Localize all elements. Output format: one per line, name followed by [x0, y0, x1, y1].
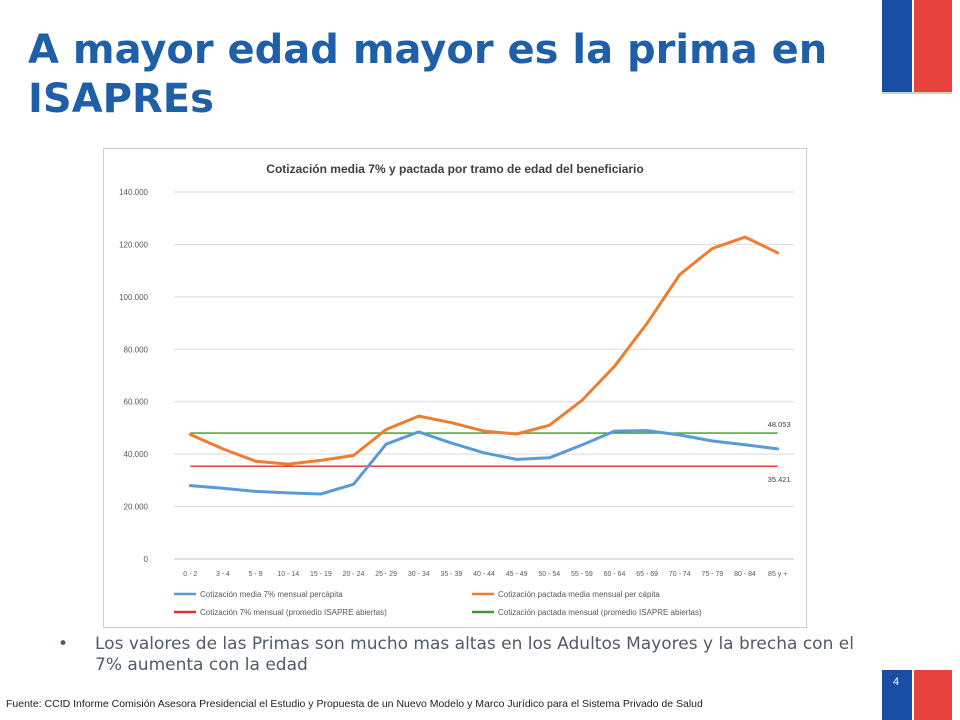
y-tick-label: 120.000 [119, 240, 148, 249]
data-point [483, 452, 485, 454]
legend-label: Cotización pactada media mensual per cáp… [498, 590, 660, 599]
constant-line-label: 48.053 [768, 420, 791, 429]
x-tick-label: 3 - 4 [216, 571, 230, 578]
data-point [352, 483, 355, 486]
data-point [515, 433, 518, 435]
data-point [450, 421, 453, 424]
chart-title: Cotización media 7% y pactada por tramo … [266, 162, 643, 176]
x-tick-label: 25 - 29 [375, 571, 397, 578]
y-tick-label: 0 [144, 555, 149, 564]
flag-blue-stripe [882, 670, 912, 720]
flag-blue-stripe [882, 0, 912, 92]
bullet-point-icon: • [58, 634, 69, 654]
data-point [744, 236, 746, 238]
x-tick-label: 40 - 44 [473, 571, 495, 578]
data-point [581, 399, 583, 402]
data-point [189, 433, 192, 436]
data-point [646, 322, 648, 324]
data-point [352, 454, 355, 457]
x-tick-label: 55 - 59 [571, 571, 593, 578]
data-point [287, 463, 290, 465]
flag-red-stripe [914, 0, 952, 92]
data-point [548, 457, 551, 459]
x-tick-label: 80 - 84 [734, 571, 756, 578]
data-point [678, 273, 681, 276]
y-tick-label: 140.000 [119, 188, 148, 197]
data-point [613, 365, 616, 368]
y-tick-label: 40.000 [124, 450, 149, 459]
x-tick-label: 35 - 39 [440, 571, 462, 578]
x-tick-label: 20 - 24 [343, 571, 365, 578]
data-point [776, 448, 779, 450]
data-point [776, 252, 779, 254]
page-number: 4 [893, 676, 900, 688]
x-tick-label: 75 - 79 [702, 571, 724, 578]
x-tick-label: 60 - 64 [604, 571, 626, 578]
legend-label: Cotización 7% mensual (promedio ISAPRE a… [200, 608, 387, 617]
data-point [711, 440, 714, 442]
x-tick-label: 45 - 49 [506, 571, 528, 578]
data-point [678, 434, 681, 436]
x-tick-label: 0 - 2 [183, 571, 197, 578]
data-point [254, 460, 257, 463]
data-point [744, 443, 746, 446]
data-point [222, 487, 224, 490]
data-point [320, 493, 322, 495]
data-point [385, 443, 387, 445]
data-point [646, 429, 648, 432]
legend-label: Cotización media 7% mensual percápita [200, 590, 343, 599]
source-footnote: Fuente: CCID Informe Comisión Asesora Pr… [6, 698, 703, 710]
data-point [287, 492, 290, 494]
data-point [417, 415, 420, 417]
data-point [548, 424, 551, 427]
y-tick-label: 80.000 [124, 345, 149, 354]
x-tick-label: 70 - 74 [669, 571, 691, 578]
line-chart: Cotización media 7% y pactada por tramo … [119, 162, 794, 617]
y-tick-label: 60.000 [124, 398, 149, 407]
series-line-1 [188, 235, 780, 466]
data-point [189, 484, 192, 487]
x-tick-label: 50 - 54 [538, 571, 560, 578]
flag-decoration-top [882, 0, 952, 94]
data-point [385, 428, 387, 431]
data-point [254, 490, 257, 493]
x-tick-label: 65 - 69 [636, 571, 658, 578]
data-point [417, 431, 420, 433]
x-tick-label: 5 - 9 [249, 571, 263, 578]
constant-line-label: 35.421 [768, 475, 791, 484]
flag-decoration-bottom [882, 670, 952, 720]
data-point [450, 442, 453, 444]
data-point [711, 247, 714, 250]
bullet-text: Los valores de las Primas son mucho mas … [95, 634, 854, 675]
data-point [581, 444, 583, 446]
data-point [222, 448, 224, 450]
slide-title: A mayor edad mayor es la prima en ISAPRE… [28, 27, 828, 122]
x-tick-label: 30 - 34 [408, 571, 430, 578]
y-tick-label: 20.000 [124, 503, 149, 512]
data-point [483, 430, 485, 432]
x-tick-label: 85 y + [768, 571, 787, 578]
x-tick-label: 15 - 19 [310, 571, 332, 578]
legend-label: Cotización pactada mensual (promedio ISA… [498, 608, 702, 617]
x-tick-label: 10 - 14 [277, 571, 299, 578]
data-point [613, 430, 616, 432]
data-point [320, 459, 322, 462]
flag-red-stripe [914, 670, 952, 720]
data-point [515, 458, 518, 461]
y-tick-label: 100.000 [119, 293, 148, 302]
chart-container: Cotización media 7% y pactada por tramo … [103, 148, 807, 628]
